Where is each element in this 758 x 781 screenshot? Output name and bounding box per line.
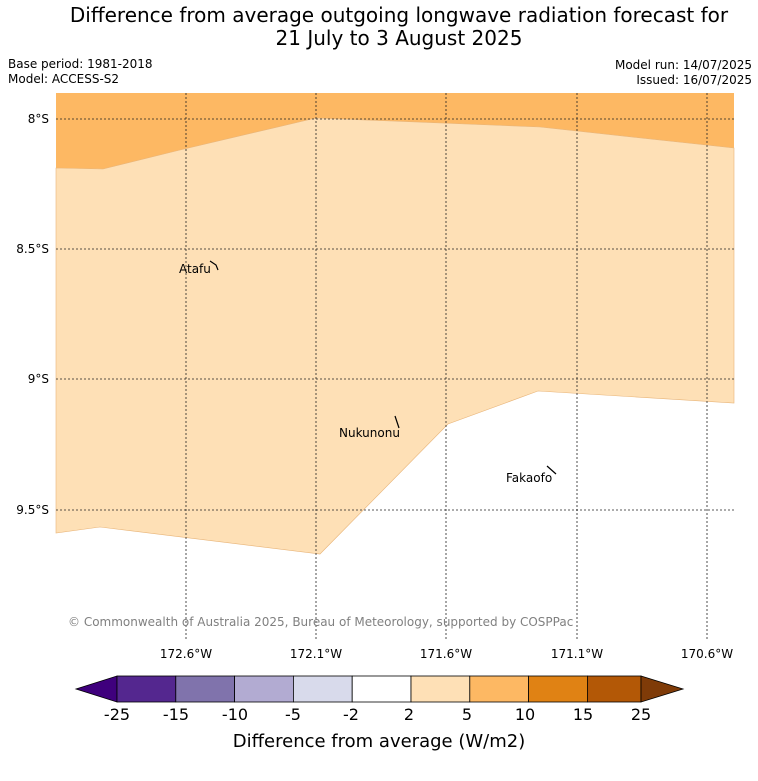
colorbar-band <box>528 675 588 703</box>
map-panel <box>55 93 735 640</box>
colorbar-label: Difference from average (W/m2) <box>233 731 525 752</box>
colorbar-tick: 5 <box>462 705 472 724</box>
place-label-fakaofo: Fakaofo <box>506 471 552 485</box>
colorbar-extend-low <box>74 675 118 703</box>
lat-label: 8.5°S <box>16 242 49 256</box>
colorbar-tick: -2 <box>343 705 359 724</box>
lon-label: 170.6°W <box>681 647 733 661</box>
fakaofo-island-marker <box>546 465 557 475</box>
meta-left: Base period: 1981-2018 Model: ACCESS-S2 <box>8 57 153 87</box>
colorbar-tick: -5 <box>285 705 301 724</box>
model-run: Model run: 14/07/2025 <box>614 58 752 72</box>
lon-label: 171.6°W <box>420 647 472 661</box>
colorbar-tick: 2 <box>404 705 414 724</box>
place-labels: Atafu Nukunonu Fakaofo <box>179 262 552 485</box>
anomaly-region-5-10 <box>56 93 734 169</box>
colorbar-ticks: -25 -15 -10 -5 -2 2 5 10 15 25 <box>104 705 651 724</box>
colorbar-tick: 10 <box>515 705 535 724</box>
lat-labels: 8°S 8.5°S 9°S 9.5°S <box>16 112 49 517</box>
colorbar-band <box>175 675 236 703</box>
copyright-notice: © Commonwealth of Australia 2025, Bureau… <box>68 615 573 629</box>
atafu-island-marker <box>209 260 219 271</box>
colorbar-band <box>587 675 642 703</box>
base-period: Base period: 1981-2018 <box>8 57 153 71</box>
nukunonu-island-marker <box>394 415 400 429</box>
colorbar <box>74 675 685 703</box>
meta-right: Model run: 14/07/2025 Issued: 16/07/2025 <box>615 58 752 88</box>
colorbar-tick: 15 <box>573 705 593 724</box>
title-line-1: Difference from average outgoing longwav… <box>69 3 729 27</box>
issued-date: Issued: 16/07/2025 <box>636 73 752 87</box>
colorbar-band <box>410 675 471 703</box>
colorbar-tick: -25 <box>104 705 130 724</box>
lat-label: 9.5°S <box>16 503 49 517</box>
lon-label: 171.1°W <box>551 647 603 661</box>
lat-label: 9°S <box>28 372 49 386</box>
title-line-2: 21 July to 3 August 2025 <box>275 26 523 50</box>
colorbar-tick: -10 <box>222 705 248 724</box>
colorbar-band <box>292 675 353 703</box>
model-name: Model: ACCESS-S2 <box>8 72 120 86</box>
colorbar-band <box>469 675 529 703</box>
lon-labels: 172.6°W 172.1°W 171.6°W 171.1°W 170.6°W <box>160 647 733 661</box>
colorbar-band <box>234 675 294 703</box>
colorbar-band <box>351 675 412 703</box>
colorbar-tick: -15 <box>163 705 189 724</box>
chart-title: Difference from average outgoing longwav… <box>0 4 758 50</box>
anomaly-region-2-5 <box>55 117 735 555</box>
place-label-atafu: Atafu <box>179 262 211 276</box>
colorbar-band <box>116 675 177 703</box>
lon-label: 172.6°W <box>160 647 212 661</box>
place-label-nukunonu: Nukunonu <box>339 426 400 440</box>
colorbar-extend-high <box>640 675 685 703</box>
graticule <box>56 93 734 640</box>
lat-label: 8°S <box>28 112 49 126</box>
colorbar-tick: 25 <box>631 705 651 724</box>
islands <box>209 260 557 475</box>
lon-label: 172.1°W <box>290 647 342 661</box>
